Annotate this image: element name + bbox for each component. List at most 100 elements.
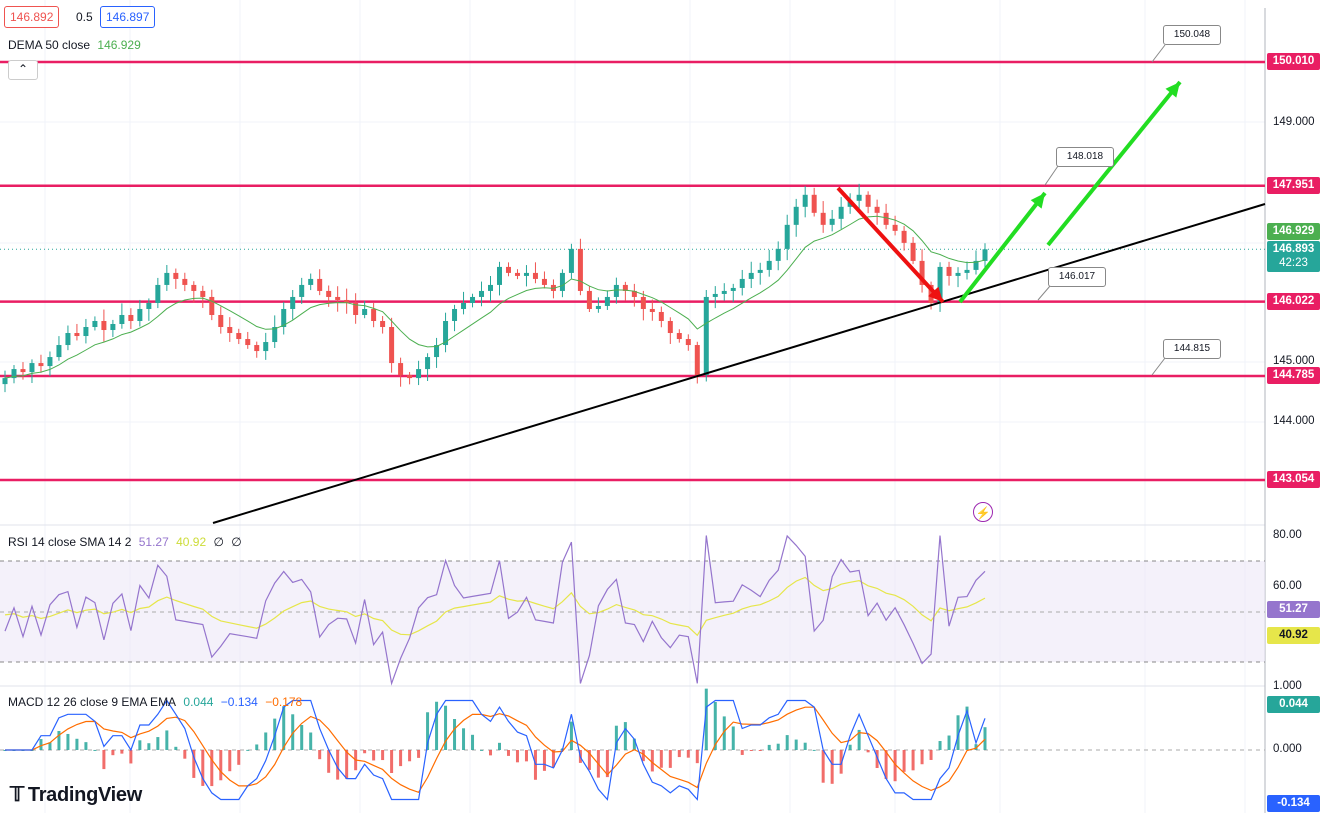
candle-body-91 bbox=[820, 212, 826, 225]
candle-body-50 bbox=[452, 308, 458, 321]
macd-hist-bar-8 bbox=[75, 738, 79, 750]
candle-body-24 bbox=[218, 314, 224, 328]
macd-tick-0: 0.000 bbox=[1273, 743, 1302, 755]
macd-hist-bar-108 bbox=[974, 744, 978, 750]
bid-price-box[interactable]: 146.892 bbox=[4, 6, 60, 28]
collapse-legend-button[interactable]: ⌃ bbox=[8, 60, 38, 80]
candle-body-56 bbox=[505, 266, 511, 273]
candle-body-13 bbox=[119, 314, 125, 325]
candle-body-32 bbox=[290, 296, 296, 309]
macd-hist-bar-85 bbox=[767, 744, 771, 750]
macd-hist-bar-54 bbox=[489, 750, 493, 756]
macd-legend[interactable]: MACD 12 26 close 9 EMA EMA 0.044 −0.134 … bbox=[8, 695, 306, 709]
macd-hist-bar-51 bbox=[462, 728, 466, 750]
macd-hist-bar-80 bbox=[722, 716, 726, 750]
candle-body-33 bbox=[299, 284, 305, 297]
candle-body-37 bbox=[335, 296, 341, 300]
macd-hist-bar-69 bbox=[623, 722, 627, 750]
candle-body-106 bbox=[955, 272, 961, 276]
candle-body-38 bbox=[344, 299, 350, 303]
candle-body-77 bbox=[694, 345, 700, 376]
tradingview-mark-icon: 𝕋 bbox=[10, 784, 24, 806]
ask-price-box[interactable]: 146.897 bbox=[100, 6, 156, 28]
green-arrow-1-head bbox=[1030, 193, 1045, 209]
spread-label: 0.5 bbox=[76, 10, 93, 24]
macd-hist-bar-9 bbox=[84, 742, 88, 750]
rsi-extra-2: ∅ bbox=[231, 535, 242, 549]
macd-hist-bar-4 bbox=[39, 739, 43, 750]
candle-body-93 bbox=[838, 206, 844, 219]
candle-body-8 bbox=[74, 333, 80, 337]
candle-body-20 bbox=[182, 278, 188, 285]
green-arrow-2-head bbox=[1165, 82, 1180, 98]
macd-hist-bar-83 bbox=[749, 750, 753, 751]
candle-body-101 bbox=[910, 242, 916, 261]
macd-hist-bar-86 bbox=[776, 743, 780, 750]
dema-legend[interactable]: DEMA 50 close 146.929 bbox=[8, 38, 145, 52]
macd-hist-bar-21 bbox=[192, 750, 196, 778]
macd-hist-bar-103 bbox=[929, 750, 933, 760]
macd-hist-bar-28 bbox=[255, 744, 259, 750]
macd-hist-bar-31 bbox=[282, 706, 286, 750]
candle-body-58 bbox=[523, 272, 529, 276]
macd-hist-bar-107 bbox=[965, 706, 969, 750]
macd-hist-bar-7 bbox=[66, 733, 70, 750]
macd-hist-bar-68 bbox=[614, 725, 618, 750]
macd-hist-bar-63 bbox=[569, 721, 573, 750]
macd-hist-bar-55 bbox=[497, 742, 501, 750]
callout-leader-0 bbox=[1151, 44, 1166, 63]
macd-hist-bar-25 bbox=[228, 750, 232, 772]
chevron-up-icon: ⌃ bbox=[17, 62, 29, 76]
candle-body-31 bbox=[281, 308, 287, 328]
candle-body-109 bbox=[982, 249, 988, 261]
macd-hist-bar-93 bbox=[839, 750, 843, 774]
macd-hist-bar-74 bbox=[668, 750, 672, 768]
macd-hist-bar-99 bbox=[893, 750, 897, 782]
candle-body-88 bbox=[793, 206, 799, 225]
candle-body-59 bbox=[532, 272, 538, 279]
candle-body-19 bbox=[173, 272, 179, 279]
macd-hist-bar-33 bbox=[300, 725, 304, 750]
candle-body-10 bbox=[92, 320, 98, 328]
macd-hist-bar-92 bbox=[830, 750, 834, 784]
macd-hist-bar-10 bbox=[93, 749, 97, 751]
macd-hist-bar-87 bbox=[785, 735, 789, 750]
macd-hist-bar-16 bbox=[147, 743, 151, 750]
macd-hist-bar-42 bbox=[381, 750, 385, 761]
candle-body-57 bbox=[514, 272, 520, 276]
candle-body-104 bbox=[937, 266, 943, 303]
macd-hist-bar-89 bbox=[803, 742, 807, 750]
candle-body-44 bbox=[398, 363, 404, 376]
rsi-line bbox=[4, 534, 986, 686]
candle-body-89 bbox=[802, 194, 808, 207]
macd-hist-bar-29 bbox=[264, 732, 268, 750]
logo-text: TradingView bbox=[27, 784, 143, 806]
rsi-legend[interactable]: RSI 14 close SMA 14 2 51.27 40.92 ∅ ∅ bbox=[8, 535, 246, 549]
candle-body-98 bbox=[883, 212, 889, 225]
macd-hist-bar-61 bbox=[551, 750, 555, 768]
candle-body-6 bbox=[56, 345, 62, 358]
candle-body-42 bbox=[380, 320, 386, 328]
dema-line bbox=[4, 215, 986, 379]
price-tick-145: 145.000 bbox=[1273, 355, 1315, 367]
macd-hist-bar-6 bbox=[57, 730, 61, 750]
candle-body-49 bbox=[443, 320, 449, 346]
candle-body-73 bbox=[658, 311, 664, 321]
macd-hist-bar-57 bbox=[515, 750, 519, 763]
lightning-icon[interactable]: ⚡ bbox=[973, 502, 993, 522]
macd-hist-bar-101 bbox=[911, 750, 915, 771]
candle-body-36 bbox=[326, 290, 332, 297]
macd-hist-badge: 0.044 bbox=[1267, 696, 1320, 713]
macd-hist-bar-41 bbox=[372, 750, 376, 761]
candle-body-71 bbox=[640, 296, 646, 309]
level-badge-144785: 144.785 bbox=[1267, 367, 1320, 384]
candle-body-35 bbox=[317, 278, 323, 291]
macd-hist-bar-45 bbox=[408, 750, 412, 762]
green-arrow-1-shaft bbox=[958, 191, 1047, 304]
candle-body-2 bbox=[20, 369, 26, 373]
macd-hist-bar-105 bbox=[947, 735, 951, 750]
tradingview-logo[interactable]: 𝕋 TradingView bbox=[10, 782, 142, 807]
candle-body-75 bbox=[676, 333, 682, 340]
macd-hist-bar-109 bbox=[983, 727, 987, 750]
